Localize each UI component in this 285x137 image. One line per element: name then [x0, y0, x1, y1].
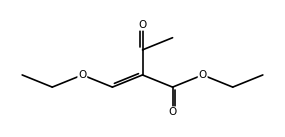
- Text: O: O: [168, 107, 177, 117]
- Text: O: O: [78, 70, 86, 80]
- Text: O: O: [199, 70, 207, 80]
- Text: O: O: [139, 20, 146, 30]
